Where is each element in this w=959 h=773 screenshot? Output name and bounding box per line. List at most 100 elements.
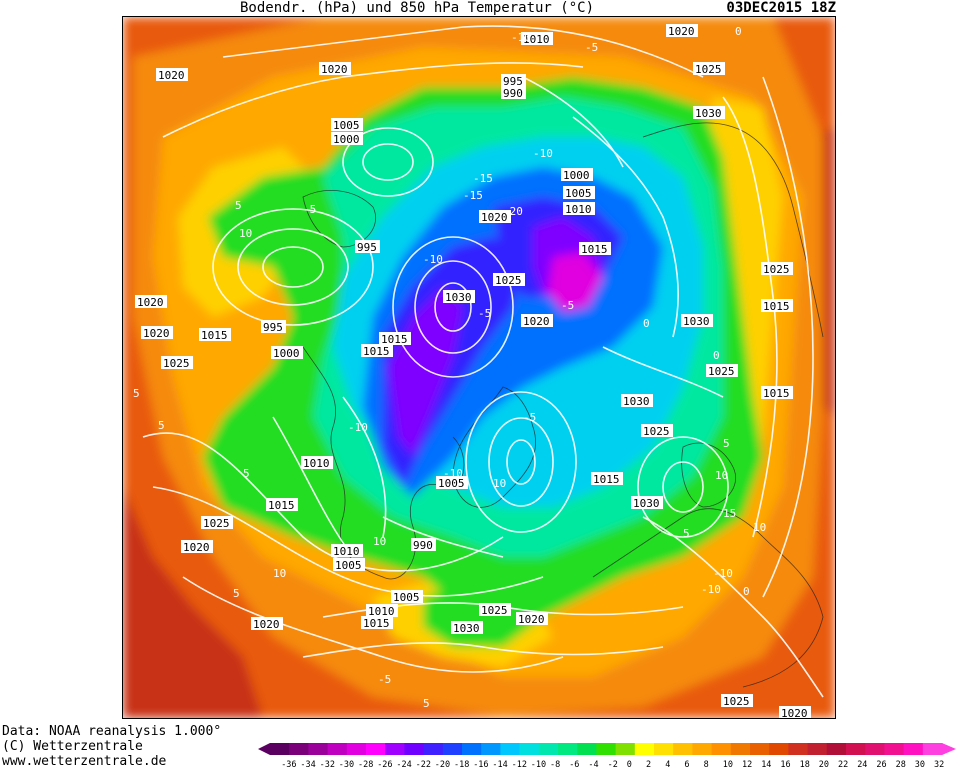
svg-text:995: 995 [503,75,523,88]
isobar-label: 995 [261,320,286,334]
svg-text:1025: 1025 [643,425,670,438]
legend-swatch [922,743,943,755]
isotherm-label: -5 [378,673,391,686]
legend-swatch [730,743,751,755]
legend-swatch [289,743,309,755]
svg-text:1020: 1020 [518,613,545,626]
legend-tick-label: -16 [473,760,488,769]
coastline-greenland [452,386,537,508]
svg-text:1030: 1030 [633,497,660,510]
isobar-label: 1005 [563,186,595,200]
isotherm-label: -10 [348,421,368,434]
svg-text:1015: 1015 [381,333,408,346]
legend-swatch [654,743,674,755]
isobar-label: 1005 [436,476,468,490]
isobar-label: 1030 [681,314,713,328]
legend-tick-label: 18 [800,760,810,769]
legend-tick-label: 16 [780,760,790,769]
isotherm-4 [222,25,704,78]
legend-tick-label: 2 [646,760,651,769]
svg-text:1005: 1005 [393,591,420,604]
svg-text:1025: 1025 [708,365,735,378]
svg-text:1005: 1005 [335,559,362,572]
legend-tick-label: -32 [320,760,335,769]
isotherm-label: -5 [561,299,574,312]
isotherm-label: -10 [713,567,733,580]
legend-swatch [807,743,828,755]
legend-tick-label: -8 [550,760,560,769]
isobar-label: 1000 [561,168,593,182]
legend-tick-label: 14 [761,760,771,769]
svg-text:1015: 1015 [268,499,295,512]
isobar-label: 1025 [693,62,725,76]
legend-tick-label: 4 [665,760,670,769]
legend-tick-label: -4 [588,760,598,769]
legend-tick-label: 30 [915,760,925,769]
isobar-label: 1015 [579,242,611,256]
isobar-label: 1020 [156,68,188,82]
legend-tick-label: -26 [377,760,392,769]
isobar-line-9 [382,516,504,558]
field-magenta [548,252,603,312]
svg-text:1015: 1015 [581,243,608,256]
svg-text:1020: 1020 [668,25,695,38]
legend-tick-label: 0 [627,760,632,769]
isotherm-label: 0 [713,349,720,362]
isotherm-label: -15 [473,172,493,185]
isobar-label: 1025 [641,424,673,438]
credit-data-source: Data: NOAA reanalysis 1.000° [2,724,222,739]
isobar-label: 1025 [161,356,193,370]
svg-text:1000: 1000 [563,169,590,182]
isobar-high-arctic-2 [414,260,492,354]
legend-tick-label: -2 [608,760,618,769]
coastline-scandinavia [681,442,736,508]
svg-text:1000: 1000 [273,347,300,360]
isotherm-label: 10 [715,469,728,482]
svg-text:1010: 1010 [303,457,330,470]
isotherm-label: -5 [303,203,316,216]
svg-text:1015: 1015 [763,300,790,313]
isobar-label: 1010 [521,32,553,46]
legend-tick-label: 10 [723,760,733,769]
isotherm-label: 10 [493,477,506,490]
isotherm-7 [762,76,814,598]
isotherm-labels: -10-50510-5-10-15-20-15-10-50510155-5-10… [133,25,766,710]
isotherm-label: -10 [423,253,443,266]
isotherm-label: -10 [701,583,721,596]
svg-text:1030: 1030 [453,622,480,635]
legend-swatch [769,743,789,755]
legend-swatch [615,743,636,755]
temperature-legend-bar: -36 -34 -32 -30 -28 -26 -24 -22 -20 -18 -16 -14 -12-… [258,743,956,770]
legend-tick-label: 6 [684,760,689,769]
legend-swatch [788,743,809,755]
legend-swatch [366,743,386,755]
legend-arrow-left-icon [258,743,270,755]
isotherm-label: 10 [273,567,286,580]
isobar-line-2 [302,642,664,658]
isobar-label: 1020 [319,62,351,76]
isobar-label: 995 [355,240,380,254]
legend-swatch [865,743,885,755]
coastline-europe [592,508,824,688]
isobar-high-siberia [662,461,704,513]
legend-tick-label: 8 [704,760,709,769]
isobar-label: 1010 [366,604,398,618]
isotherm-label: -5 [478,307,491,320]
legend-swatch [711,743,732,755]
legend-swatch [500,743,521,755]
isobar-label: 1015 [591,472,623,486]
legend-swatch [442,743,463,755]
svg-text:1015: 1015 [363,617,390,630]
legend-tick-label: -36 [281,760,296,769]
legend-tick-label: -6 [569,760,579,769]
svg-text:1030: 1030 [683,315,710,328]
svg-text:1020: 1020 [158,69,185,82]
map-title: Bodendr. (hPa) und 850 hPa Temperatur (°… [240,0,595,16]
isobar-label: 1020 [516,612,548,626]
isobar-label: 1000 [331,132,363,146]
isobar-label: 1025 [761,262,793,276]
legend-swatch [577,743,597,755]
svg-text:1000: 1000 [333,133,360,146]
legend-tick-label: 20 [819,760,829,769]
